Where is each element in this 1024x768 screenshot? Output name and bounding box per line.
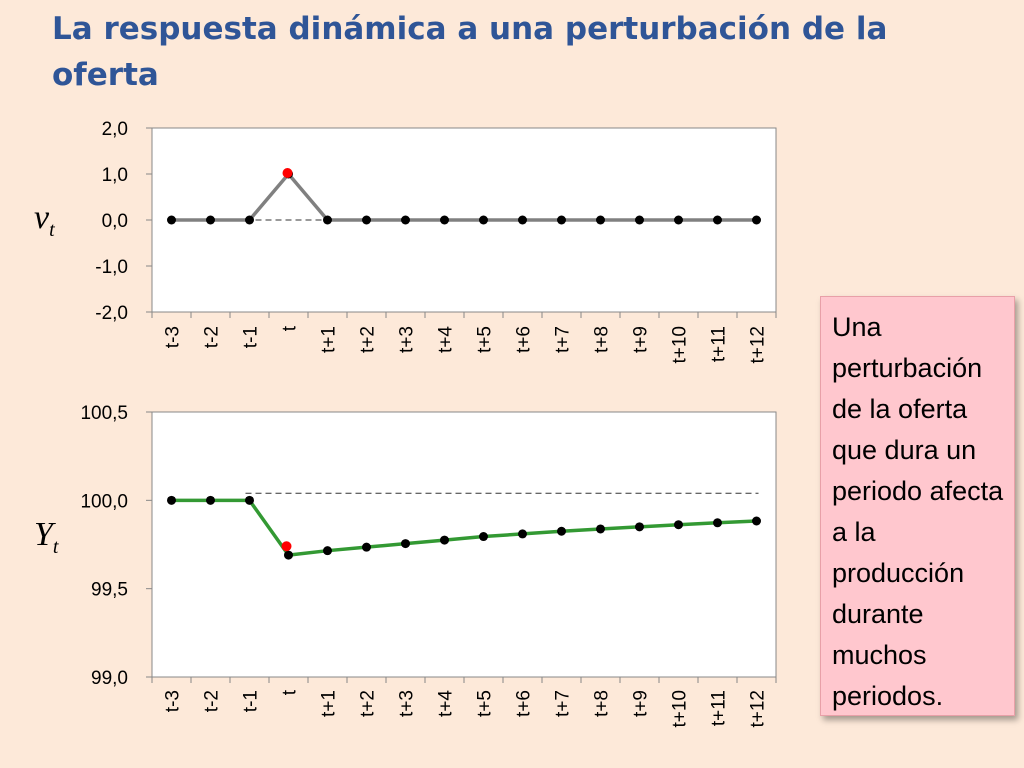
data-point: [167, 495, 176, 505]
x-tick-label: t+10: [670, 690, 691, 728]
data-point: [440, 535, 449, 545]
x-tick-label: t+1: [319, 326, 340, 353]
y-tick-label: -2,0: [95, 303, 128, 324]
plot-area: [151, 411, 777, 678]
y-tick-label: 100,5: [80, 403, 128, 424]
y-axis-symbol-subscript: t: [53, 536, 59, 558]
data-point: [635, 215, 644, 225]
data-point: [479, 215, 488, 225]
x-tick-label: t+4: [436, 326, 457, 353]
y-tick-label: 99,0: [91, 668, 128, 689]
y-axis-symbol: νt: [34, 199, 55, 241]
data-point: [284, 550, 293, 560]
data-point: [440, 215, 449, 225]
data-point: [362, 542, 371, 552]
x-tick-label: t-1: [241, 690, 262, 712]
data-point: [245, 215, 254, 225]
y-axis-symbol-main: ν: [34, 199, 50, 236]
x-tick-label: t+5: [475, 690, 496, 717]
y-tick-label: 2,0: [102, 119, 128, 140]
data-point: [752, 215, 761, 225]
x-tick-label: t+6: [514, 690, 535, 717]
y-tick-label: 0,0: [102, 211, 128, 232]
x-tick-label: t+11: [709, 690, 730, 726]
data-point: [635, 522, 644, 532]
data-point: [362, 215, 371, 225]
x-tick-label: t+9: [631, 326, 652, 353]
x-tick-label: t+12: [748, 326, 769, 364]
series-line: [171, 172, 757, 222]
x-tick-label: t-2: [202, 690, 223, 712]
y-tick-label: 1,0: [102, 165, 128, 186]
chart-2: 100,5 100,0 99,5 99,0 t-3 t-2 t-1 t t+1 t+2 t+3 t+4…: [34, 403, 777, 728]
data-point: [713, 518, 722, 528]
x-tick-label: t-1: [241, 326, 262, 348]
x-tick-label: t+3: [397, 326, 418, 353]
y-tick-label: -1,0: [95, 257, 128, 278]
data-point: [323, 546, 332, 556]
data-point: [557, 526, 566, 536]
chart-1: 2,0 1,0 0,0 -1,0 -2,0 t-3 t-2 t-1 t t+1 t+2 t+3 t+4 t…: [34, 119, 777, 364]
x-tick-label: t+5: [475, 326, 496, 353]
highlight-point: [282, 168, 293, 178]
data-point: [713, 215, 722, 225]
x-tick-label: t+8: [592, 690, 613, 717]
data-point: [401, 539, 410, 549]
y-axis-symbol-subscript: t: [49, 219, 55, 241]
data-point: [752, 516, 761, 526]
slide-title: La respuesta dinámica a una perturbación…: [52, 11, 888, 93]
data-point: [674, 215, 683, 225]
x-tick-label: t+6: [514, 326, 535, 353]
data-point: [245, 495, 254, 505]
series-line: [171, 498, 757, 557]
data-point: [206, 215, 215, 225]
x-tick-label: t+10: [670, 326, 691, 364]
data-point: [401, 215, 410, 225]
x-tick-label: t-3: [163, 326, 184, 348]
x-tick-label: t+4: [436, 690, 457, 717]
x-tick-label: t-2: [202, 326, 223, 348]
x-tick-label: t+1: [319, 690, 340, 717]
y-tick-label: 99,5: [91, 580, 128, 601]
y-axis-symbol-main: Y: [34, 516, 56, 553]
data-point: [167, 215, 176, 225]
x-tick-label: t+2: [358, 690, 379, 717]
x-tick-label: t: [280, 689, 301, 695]
x-tick-label: t+12: [748, 690, 769, 728]
data-point: [518, 215, 527, 225]
note-box: Una perturbación de la oferta que dura u…: [820, 296, 1015, 716]
x-tick-label: t+7: [553, 326, 574, 353]
data-point: [518, 529, 527, 539]
x-tick-label: t+3: [397, 690, 418, 717]
highlight-point: [281, 541, 292, 552]
data-point: [479, 532, 488, 542]
data-point: [206, 495, 215, 505]
data-point: [323, 215, 332, 225]
data-point: [557, 215, 566, 225]
x-tick-label: t+11: [709, 326, 730, 362]
x-tick-label: t-3: [163, 690, 184, 712]
x-tick-label: t+9: [631, 690, 652, 717]
y-axis-symbol: Yt: [34, 516, 59, 558]
x-tick-label: t+2: [358, 326, 379, 353]
data-point: [596, 215, 605, 225]
y-tick-label: 100,0: [80, 491, 128, 512]
x-tick-label: t: [280, 325, 301, 331]
x-tick-label: t+8: [592, 326, 613, 353]
data-point: [596, 524, 605, 534]
x-tick-label: t+7: [553, 690, 574, 717]
data-point: [674, 520, 683, 530]
note-text: Una perturbación de la oferta que dura u…: [832, 312, 1004, 711]
